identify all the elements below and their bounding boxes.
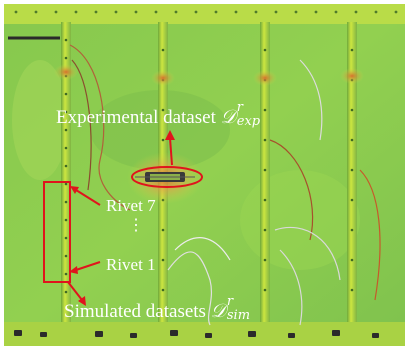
simulated-math-base: 𝒟 (210, 300, 226, 322)
bottom-connectors (14, 330, 379, 338)
simulated-arrow (67, 281, 83, 301)
annotation-overlay (43, 130, 203, 306)
experimental-arrow (169, 137, 173, 166)
experimental-math-base: 𝒟 (220, 106, 236, 128)
rivet-1-label: Rivet 1 (106, 255, 156, 274)
simulated-math-sub: sim (226, 308, 251, 323)
cables (8, 36, 381, 326)
top-frame (4, 4, 405, 24)
rivet-7-label: Rivet 7 (106, 196, 156, 215)
rivet1-arrow (75, 261, 101, 271)
simulated-math-sup: r (226, 294, 234, 309)
experimental-dataset-text: Experimental dataset (56, 107, 216, 128)
simulated-datasets-text: Simulated datasets (64, 301, 206, 322)
sensor-cluster (135, 172, 195, 182)
rivet7-arrow (75, 189, 101, 206)
experimental-region-ellipse (131, 166, 203, 188)
bottom-frame (4, 322, 405, 346)
top-rivets (14, 10, 398, 14)
stiffener-rivets (64, 38, 354, 294)
experimental-math-sub: exp (236, 114, 261, 129)
rivet-ellipsis: ⋮ (128, 217, 144, 234)
rivet-group-bracket (43, 181, 71, 283)
experimental-math-sup: r (236, 100, 243, 115)
